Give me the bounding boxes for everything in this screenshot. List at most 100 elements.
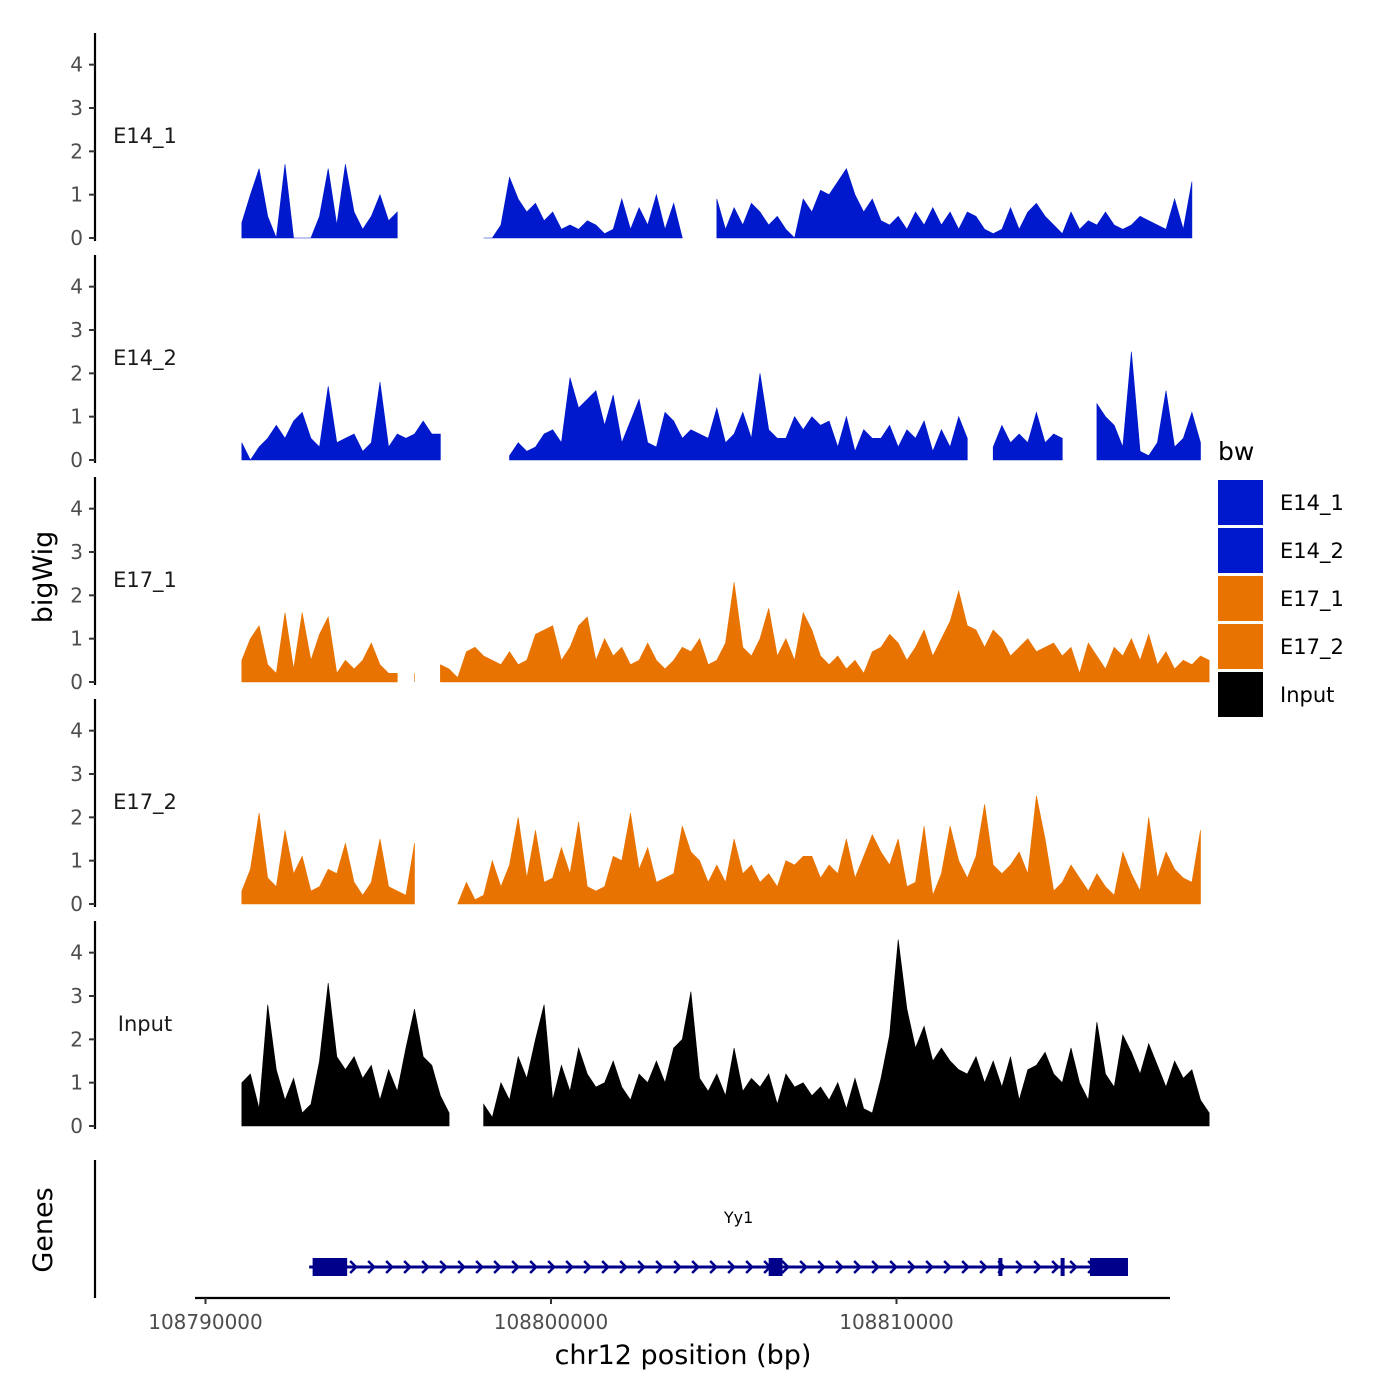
signal-area-segment [241, 612, 398, 683]
strand-arrow [889, 1260, 898, 1274]
x-tick-label: 108790000 [148, 1310, 263, 1334]
strand-arrow [853, 1260, 862, 1274]
y-tick-label: 1 [70, 627, 83, 651]
strand-arrow [547, 1260, 556, 1274]
y-axis-title: bigWig [28, 531, 59, 624]
gene-name-label: Yy1 [723, 1208, 753, 1227]
y-tick-label: 3 [70, 96, 83, 120]
strand-arrow [961, 1260, 970, 1274]
y-tick-label: 3 [70, 318, 83, 342]
y-tick-label: 4 [70, 275, 83, 299]
strand-arrow [349, 1260, 358, 1274]
gene-exon [1089, 1258, 1128, 1276]
track-panel-e14-2: 0 1 2 3 4 E14_2 [70, 255, 1201, 472]
strand-arrow [1069, 1260, 1078, 1274]
x-tick-label: 108810000 [839, 1310, 954, 1334]
gene-exon [312, 1258, 348, 1276]
genes-axis-title: Genes [28, 1187, 59, 1272]
gene-exon [1060, 1258, 1065, 1276]
track-label: E14_2 [113, 346, 177, 371]
signal-area-segment [1096, 351, 1201, 461]
x-tick-label: 108800000 [494, 1310, 609, 1334]
y-tick-label: 1 [70, 849, 83, 873]
strand-arrow [493, 1260, 502, 1274]
signal-area-segment [241, 982, 450, 1127]
signal-area-segment [241, 381, 441, 461]
legend-swatch-e17-1 [1218, 576, 1263, 621]
gene-exon [998, 1258, 1003, 1276]
strand-arrow [637, 1260, 646, 1274]
track-label: E14_1 [113, 124, 177, 149]
y-tick-label: 4 [70, 941, 83, 965]
strand-arrow [421, 1260, 430, 1274]
y-tick-label: 2 [70, 583, 83, 607]
strand-arrow [1015, 1260, 1024, 1274]
strand-arrow [655, 1260, 664, 1274]
y-tick-label: 0 [70, 226, 83, 250]
strand-arrow [709, 1260, 718, 1274]
track-label: E17_2 [113, 790, 177, 815]
strand-arrow [583, 1260, 592, 1274]
track-label: Input [118, 1012, 172, 1036]
y-tick-label: 0 [70, 670, 83, 694]
signal-area-segment [241, 812, 415, 905]
signal-area-segment [716, 168, 1193, 239]
genes-panel: Yy1 [93, 1160, 1128, 1298]
strand-arrow [367, 1260, 376, 1274]
strand-arrow [817, 1260, 826, 1274]
track-panel-e14-1: 0 1 2 3 4 E14_1 [70, 33, 1193, 250]
y-tick-label: 3 [70, 762, 83, 786]
legend-label: E17_2 [1280, 635, 1344, 660]
y-tick-label: 1 [70, 183, 83, 207]
y-tick-label: 4 [70, 719, 83, 743]
signal-area-segment [440, 582, 1210, 683]
track-label: E17_1 [113, 568, 177, 593]
legend-swatch-input [1218, 672, 1263, 717]
legend: bw E14_1 E14_2 E17_1 E17_2 Input [1218, 437, 1344, 717]
y-tick-label: 2 [70, 361, 83, 385]
strand-arrow [835, 1260, 844, 1274]
legend-title: bw [1218, 437, 1254, 466]
strand-arrow [601, 1260, 610, 1274]
y-tick-label: 0 [70, 1114, 83, 1138]
y-tick-label: 1 [70, 405, 83, 429]
x-axis-title: chr12 position (bp) [555, 1340, 812, 1371]
track-panel-input: 0 1 2 3 4 Input [70, 921, 1210, 1138]
signal-area-segment [992, 411, 1063, 461]
strand-arrow [871, 1260, 880, 1274]
strand-arrow [745, 1260, 754, 1274]
strand-arrow [799, 1260, 808, 1274]
x-axis: 108790000 108800000 108810000 [148, 1296, 1170, 1334]
y-tick-label: 3 [70, 540, 83, 564]
legend-swatch-e17-2 [1218, 624, 1263, 669]
strand-arrow [943, 1260, 952, 1274]
strand-arrow [529, 1260, 538, 1274]
strand-arrow [1033, 1260, 1042, 1274]
y-tick-label: 2 [70, 1027, 83, 1051]
strand-arrow [511, 1260, 520, 1274]
strand-arrow [979, 1260, 988, 1274]
y-tick-label: 3 [70, 984, 83, 1008]
legend-label: Input [1280, 683, 1334, 707]
y-tick-label: 0 [70, 448, 83, 472]
signal-area-segment [241, 164, 398, 239]
signal-area-segment [457, 795, 1201, 905]
strand-arrow [673, 1260, 682, 1274]
strand-arrow [457, 1260, 466, 1274]
strand-arrow [403, 1260, 412, 1274]
y-tick-label: 4 [70, 53, 83, 77]
strand-arrow [439, 1260, 448, 1274]
strand-arrow [781, 1260, 790, 1274]
legend-label: E14_1 [1280, 491, 1344, 516]
strand-arrow [619, 1260, 628, 1274]
signal-area-segment [509, 373, 968, 461]
strand-arrow [925, 1260, 934, 1274]
signal-area-segment [483, 939, 1210, 1127]
signal-tracks: 0 1 2 3 4 E14_1 0 1 2 3 4 E14_2 0 1 2 3 4 E17_1 0 1 2 3 4 E17_2… [70, 33, 1210, 1138]
strand-arrow [385, 1260, 394, 1274]
strand-arrow [1051, 1260, 1060, 1274]
gene-exon [768, 1258, 783, 1276]
strand-arrow [475, 1260, 484, 1274]
strand-arrow [907, 1260, 916, 1274]
